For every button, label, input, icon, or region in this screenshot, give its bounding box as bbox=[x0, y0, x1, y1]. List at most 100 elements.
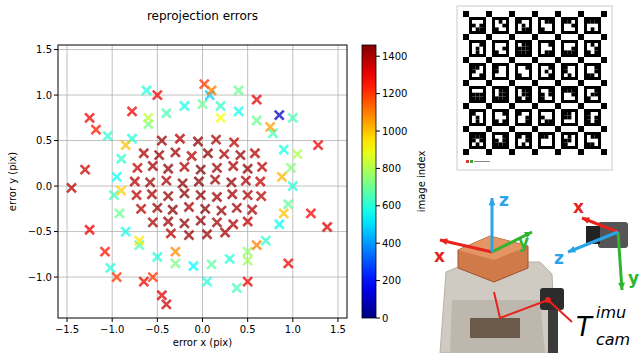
point bbox=[117, 154, 126, 163]
point bbox=[207, 260, 216, 269]
tag-bit bbox=[564, 20, 568, 24]
point bbox=[155, 151, 164, 160]
tag-bit bbox=[476, 135, 480, 139]
frame bbox=[58, 45, 347, 318]
axis-letter: x bbox=[573, 197, 584, 217]
tag-bit bbox=[541, 93, 545, 97]
tag-bit bbox=[564, 116, 568, 120]
point bbox=[130, 177, 139, 186]
point bbox=[279, 145, 288, 154]
point bbox=[236, 151, 245, 160]
point bbox=[232, 203, 241, 212]
corner-square bbox=[555, 149, 561, 155]
tag-bit bbox=[495, 27, 499, 31]
point bbox=[288, 113, 297, 122]
tag bbox=[538, 86, 555, 103]
tick-label: 1.5 bbox=[36, 44, 52, 55]
tick bbox=[67, 318, 68, 322]
corner-square bbox=[532, 149, 538, 155]
tag-bit bbox=[472, 93, 476, 97]
corner-square bbox=[486, 126, 492, 132]
tag-bit bbox=[564, 70, 568, 74]
tag-inner bbox=[495, 66, 506, 77]
point bbox=[196, 165, 205, 174]
corner-square bbox=[578, 57, 584, 63]
tick-label: −0.5 bbox=[28, 226, 52, 237]
tag-bit bbox=[476, 142, 480, 146]
tag-bit bbox=[495, 119, 499, 123]
tag bbox=[492, 109, 509, 126]
tag-bit bbox=[594, 89, 598, 93]
tag-bit bbox=[587, 20, 591, 24]
corner-square bbox=[486, 80, 492, 86]
corner-square bbox=[578, 103, 584, 109]
point bbox=[153, 91, 162, 100]
tag bbox=[561, 132, 578, 149]
point bbox=[211, 175, 220, 184]
tag bbox=[538, 132, 555, 149]
tag-bit bbox=[479, 96, 483, 100]
corner-square bbox=[463, 80, 469, 86]
tag-bit bbox=[587, 116, 591, 120]
point bbox=[162, 176, 171, 185]
tick bbox=[54, 95, 58, 96]
corner-square bbox=[601, 11, 607, 17]
tag-bit bbox=[541, 135, 545, 139]
axis-title: error y (pix) bbox=[7, 152, 18, 211]
tag-bit bbox=[502, 93, 506, 97]
tick-label: 1000 bbox=[382, 126, 407, 137]
tag bbox=[515, 109, 532, 126]
point bbox=[142, 86, 151, 95]
corner-square bbox=[463, 57, 469, 63]
tag-bit bbox=[518, 73, 522, 77]
point bbox=[293, 150, 302, 159]
tag bbox=[515, 86, 532, 103]
corner-square bbox=[555, 57, 561, 63]
leader-dot bbox=[545, 297, 551, 303]
tag-bit bbox=[564, 66, 568, 70]
tag-bit bbox=[522, 89, 526, 93]
point bbox=[207, 86, 216, 95]
imu-z-axis bbox=[491, 198, 494, 252]
axis-letter: x bbox=[434, 246, 445, 266]
tick bbox=[202, 318, 203, 322]
tag-inner bbox=[564, 43, 575, 54]
tag-bit bbox=[525, 43, 529, 47]
grid-line bbox=[58, 49, 347, 50]
cam-z-axis-head bbox=[568, 246, 576, 252]
tick-label: −1.5 bbox=[55, 324, 79, 335]
tag-bit bbox=[594, 70, 598, 74]
tag-inner bbox=[495, 135, 506, 146]
tag-inner bbox=[587, 20, 598, 31]
corner-square bbox=[601, 149, 607, 155]
point bbox=[198, 100, 207, 109]
tag-inner bbox=[495, 89, 506, 100]
tick bbox=[337, 318, 338, 322]
tick bbox=[157, 318, 158, 322]
tag bbox=[515, 132, 532, 149]
point bbox=[184, 231, 193, 240]
tag bbox=[538, 63, 555, 80]
tag-bit bbox=[502, 119, 506, 123]
tick bbox=[376, 168, 380, 169]
tag-bit bbox=[568, 50, 572, 54]
corner-square bbox=[509, 149, 515, 155]
corner-square bbox=[532, 11, 538, 17]
point bbox=[132, 191, 141, 200]
tag bbox=[584, 86, 601, 103]
axis-letter: y bbox=[628, 268, 639, 288]
point bbox=[148, 162, 157, 171]
point bbox=[252, 95, 261, 104]
point bbox=[212, 135, 221, 144]
tag-inner bbox=[518, 43, 529, 54]
tag bbox=[469, 63, 486, 80]
tag-inner bbox=[541, 135, 552, 146]
point bbox=[212, 218, 221, 227]
corner-square bbox=[486, 103, 492, 109]
point bbox=[100, 247, 109, 256]
point bbox=[112, 172, 121, 181]
title: reprojection errors bbox=[147, 9, 258, 23]
axis-title: error x (pix) bbox=[173, 337, 232, 348]
tag-inner bbox=[472, 112, 483, 123]
point bbox=[228, 190, 237, 199]
